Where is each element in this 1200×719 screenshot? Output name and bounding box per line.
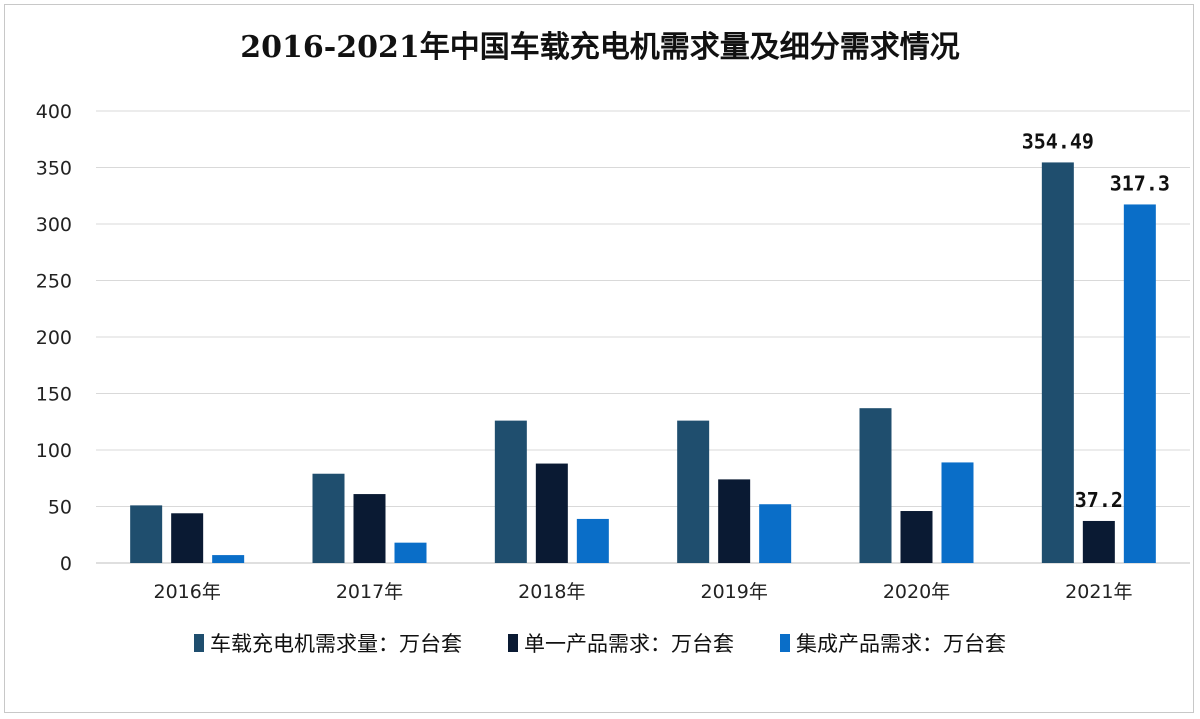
chart-frame [4,4,1194,713]
data-label: 37.2 [1075,488,1123,512]
chart-title: 2016-2021年中国车载充电机需求量及细分需求情况 [240,30,960,65]
legend-swatch-single-product [508,634,518,652]
bar [1082,520,1115,563]
legend-swatch-total-demand [194,634,204,652]
legend-swatch-integrated-product [780,634,790,652]
y-tick-label: 400 [36,101,72,123]
bar [677,420,710,563]
bar [1123,204,1156,564]
bar [494,420,527,563]
x-tick-label: 2018年 [518,581,585,603]
bar [171,513,204,563]
legend-label-integrated-product: 集成产品需求：万台套 [796,632,1006,656]
x-tick-label: 2019年 [700,581,767,603]
legend-item-total-demand: 车载充电机需求量：万台套 [194,628,462,658]
bar [941,462,974,563]
data-label: 317.3 [1110,171,1170,195]
y-tick-label: 300 [36,214,72,236]
bar [900,511,933,563]
legend-label-single-product: 单一产品需求：万台套 [524,632,734,656]
legend-item-single-product: 单一产品需求：万台套 [508,628,734,658]
x-tick-label: 2021年 [1065,581,1132,603]
y-tick-label: 350 [36,158,72,180]
x-tick-label: 2017年 [336,581,403,603]
bar [576,518,609,563]
bar [312,473,345,563]
y-tick-label: 200 [36,327,72,349]
chart-legend: 车载充电机需求量：万台套 单一产品需求：万台套 集成产品需求：万台套 [0,628,1200,658]
y-tick-label: 50 [48,497,72,519]
bar [212,555,245,563]
bar [535,463,568,563]
y-tick-label: 150 [36,384,72,406]
bar [759,504,792,563]
x-tick-label: 2016年 [153,581,220,603]
legend-label-total-demand: 车载充电机需求量：万台套 [210,632,462,656]
bar [859,408,892,563]
bar [394,542,427,563]
y-tick-label: 100 [36,440,72,462]
data-label: 354.49 [1022,129,1094,153]
bar [1041,162,1074,563]
bar [718,479,751,563]
y-tick-label: 250 [36,271,72,293]
legend-item-integrated-product: 集成产品需求：万台套 [780,628,1006,658]
bar [130,505,163,563]
x-tick-label: 2020年 [883,581,950,603]
y-tick-label: 0 [60,553,72,575]
bar [353,494,386,563]
